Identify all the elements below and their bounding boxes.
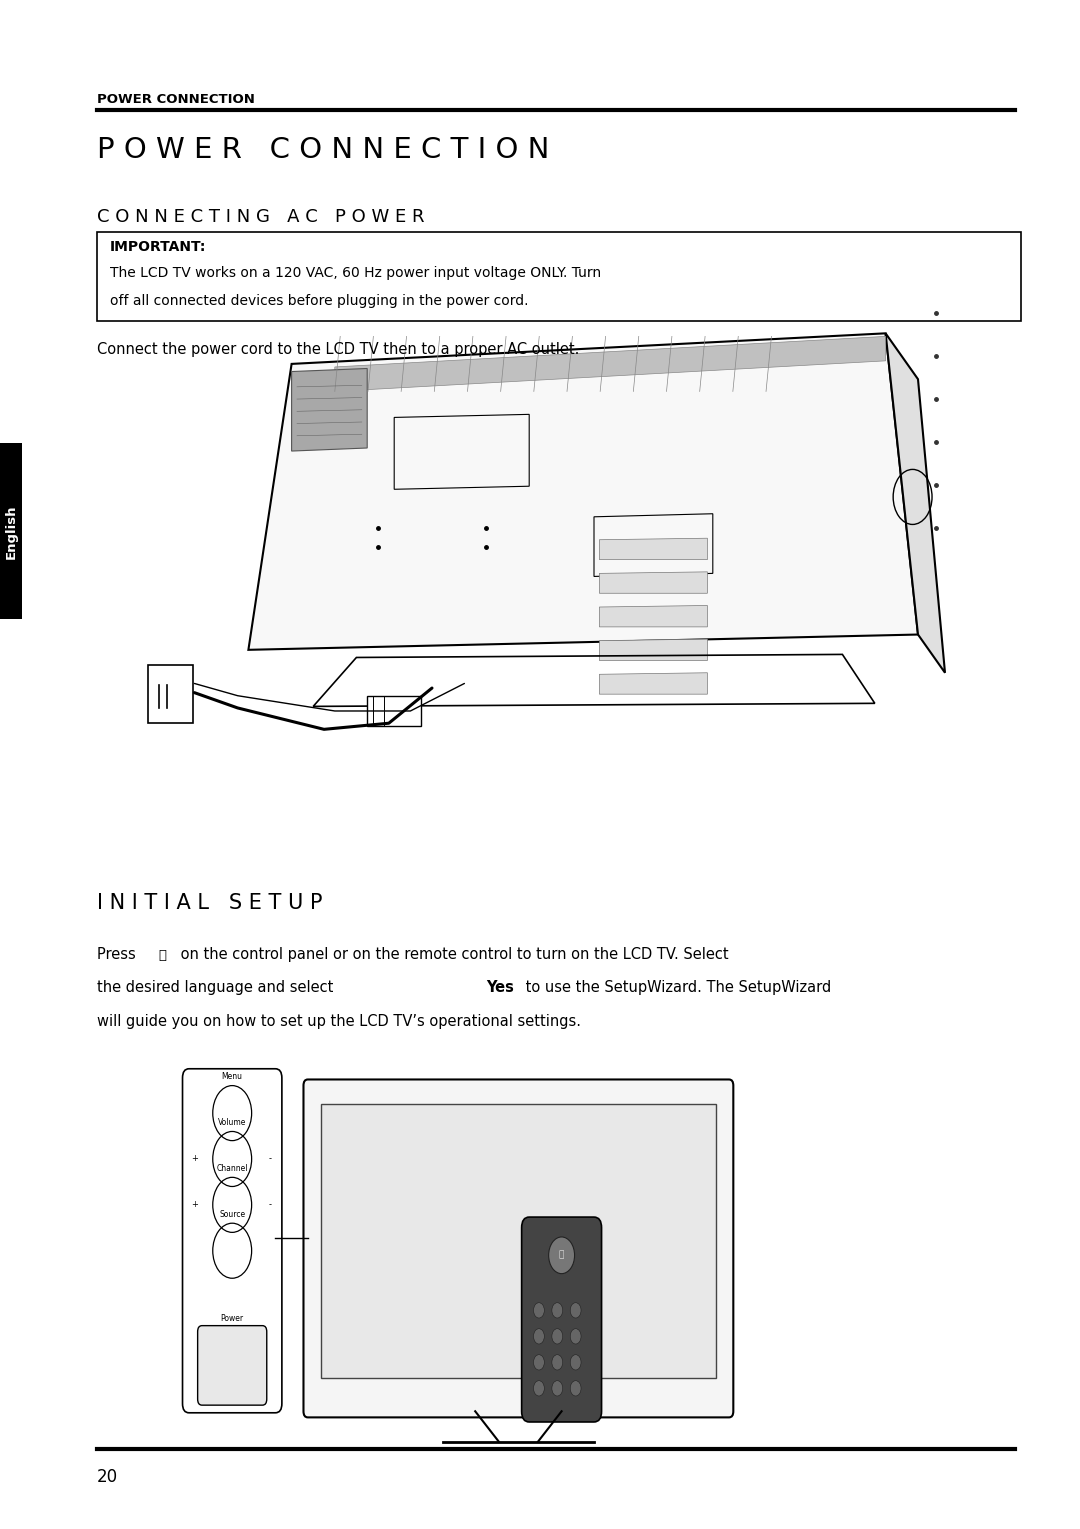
Text: English: English xyxy=(4,505,17,558)
Polygon shape xyxy=(292,368,367,451)
Polygon shape xyxy=(886,333,945,673)
Text: Source: Source xyxy=(219,1209,245,1219)
Polygon shape xyxy=(248,333,918,650)
Circle shape xyxy=(552,1303,563,1318)
Circle shape xyxy=(570,1381,581,1396)
Circle shape xyxy=(570,1303,581,1318)
Text: I N I T I A L   S E T U P: I N I T I A L S E T U P xyxy=(97,893,323,913)
Text: P O W E R   C O N N E C T I O N: P O W E R C O N N E C T I O N xyxy=(97,136,550,164)
Circle shape xyxy=(552,1355,563,1370)
Circle shape xyxy=(570,1355,581,1370)
Text: ⏻: ⏻ xyxy=(559,1251,564,1260)
Circle shape xyxy=(534,1355,544,1370)
FancyBboxPatch shape xyxy=(321,1104,716,1378)
FancyBboxPatch shape xyxy=(367,696,421,726)
Polygon shape xyxy=(599,639,707,661)
Text: Channel: Channel xyxy=(216,1164,248,1173)
Text: on the control panel or on the remote control to turn on the LCD TV. Select: on the control panel or on the remote co… xyxy=(176,946,729,962)
Text: Yes: Yes xyxy=(486,980,514,995)
Polygon shape xyxy=(335,336,886,391)
Polygon shape xyxy=(599,538,707,560)
Text: Power: Power xyxy=(220,1313,244,1323)
Text: +: + xyxy=(191,1154,198,1164)
Text: Press: Press xyxy=(97,946,140,962)
Text: Connect the power cord to the LCD TV then to a proper AC outlet.: Connect the power cord to the LCD TV the… xyxy=(97,342,580,358)
FancyBboxPatch shape xyxy=(522,1217,602,1422)
Text: ⏻: ⏻ xyxy=(159,948,166,962)
FancyBboxPatch shape xyxy=(148,665,193,723)
Text: -: - xyxy=(269,1154,271,1164)
Text: 20: 20 xyxy=(97,1468,119,1486)
FancyBboxPatch shape xyxy=(0,443,22,619)
Text: the desired language and select: the desired language and select xyxy=(97,980,338,995)
Text: Volume: Volume xyxy=(218,1118,246,1127)
Circle shape xyxy=(552,1381,563,1396)
Text: off all connected devices before plugging in the power cord.: off all connected devices before pluggin… xyxy=(110,294,529,307)
Text: IMPORTANT:: IMPORTANT: xyxy=(110,240,206,254)
Text: The LCD TV works on a 120 VAC, 60 Hz power input voltage ONLY. Turn: The LCD TV works on a 120 VAC, 60 Hz pow… xyxy=(110,266,602,280)
Circle shape xyxy=(570,1329,581,1344)
Polygon shape xyxy=(599,673,707,694)
FancyBboxPatch shape xyxy=(97,232,1021,321)
Text: Menu: Menu xyxy=(221,1072,243,1081)
Circle shape xyxy=(534,1329,544,1344)
Polygon shape xyxy=(599,605,707,627)
FancyBboxPatch shape xyxy=(303,1079,733,1417)
Text: to use the SetupWizard. The SetupWizard: to use the SetupWizard. The SetupWizard xyxy=(521,980,831,995)
FancyBboxPatch shape xyxy=(198,1326,267,1405)
Circle shape xyxy=(534,1381,544,1396)
Text: will guide you on how to set up the LCD TV’s operational settings.: will guide you on how to set up the LCD … xyxy=(97,1014,581,1029)
Text: C O N N E C T I N G   A C   P O W E R: C O N N E C T I N G A C P O W E R xyxy=(97,208,424,226)
Text: -: - xyxy=(269,1200,271,1209)
Polygon shape xyxy=(599,572,707,593)
Circle shape xyxy=(549,1237,575,1274)
Text: POWER CONNECTION: POWER CONNECTION xyxy=(97,92,255,106)
Text: +: + xyxy=(191,1200,198,1209)
FancyBboxPatch shape xyxy=(183,1069,282,1413)
Circle shape xyxy=(534,1303,544,1318)
Circle shape xyxy=(552,1329,563,1344)
